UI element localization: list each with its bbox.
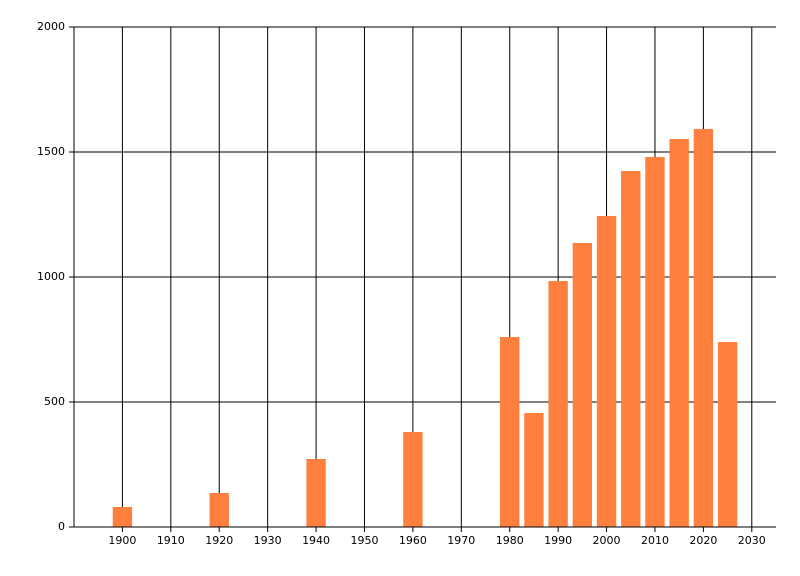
x-tick-label: 1930 (254, 534, 282, 547)
bar (693, 129, 714, 527)
bar (717, 342, 738, 527)
x-tick-label: 1970 (447, 534, 475, 547)
x-tick-label: 1910 (157, 534, 185, 547)
x-tick-label: 1920 (205, 534, 233, 547)
y-tick-label: 1000 (37, 270, 65, 283)
bar (209, 493, 229, 527)
x-tick-label: 1900 (108, 534, 136, 547)
x-tick-label: 1990 (544, 534, 572, 547)
x-tick-label: 1960 (399, 534, 427, 547)
y-tick-label: 0 (58, 520, 65, 533)
bar (572, 243, 593, 527)
bar (621, 171, 641, 527)
bar (645, 157, 665, 527)
y-tick-label: 500 (44, 395, 65, 408)
bar (669, 139, 689, 527)
x-tick-label: 2020 (689, 534, 717, 547)
x-tick-label: 1980 (496, 534, 524, 547)
y-tick-label: 2000 (37, 20, 65, 33)
bar (596, 216, 617, 527)
x-tick-label: 2010 (641, 534, 669, 547)
bar (500, 337, 520, 527)
bar (112, 507, 133, 527)
bar (306, 459, 326, 527)
bar (548, 281, 568, 527)
bar (524, 413, 544, 527)
x-tick-label: 2030 (738, 534, 766, 547)
y-tick-label: 1500 (37, 145, 65, 158)
x-tick-label: 1940 (302, 534, 330, 547)
x-tick-label: 1950 (350, 534, 378, 547)
bar (403, 432, 423, 527)
x-tick-label: 2000 (593, 534, 621, 547)
